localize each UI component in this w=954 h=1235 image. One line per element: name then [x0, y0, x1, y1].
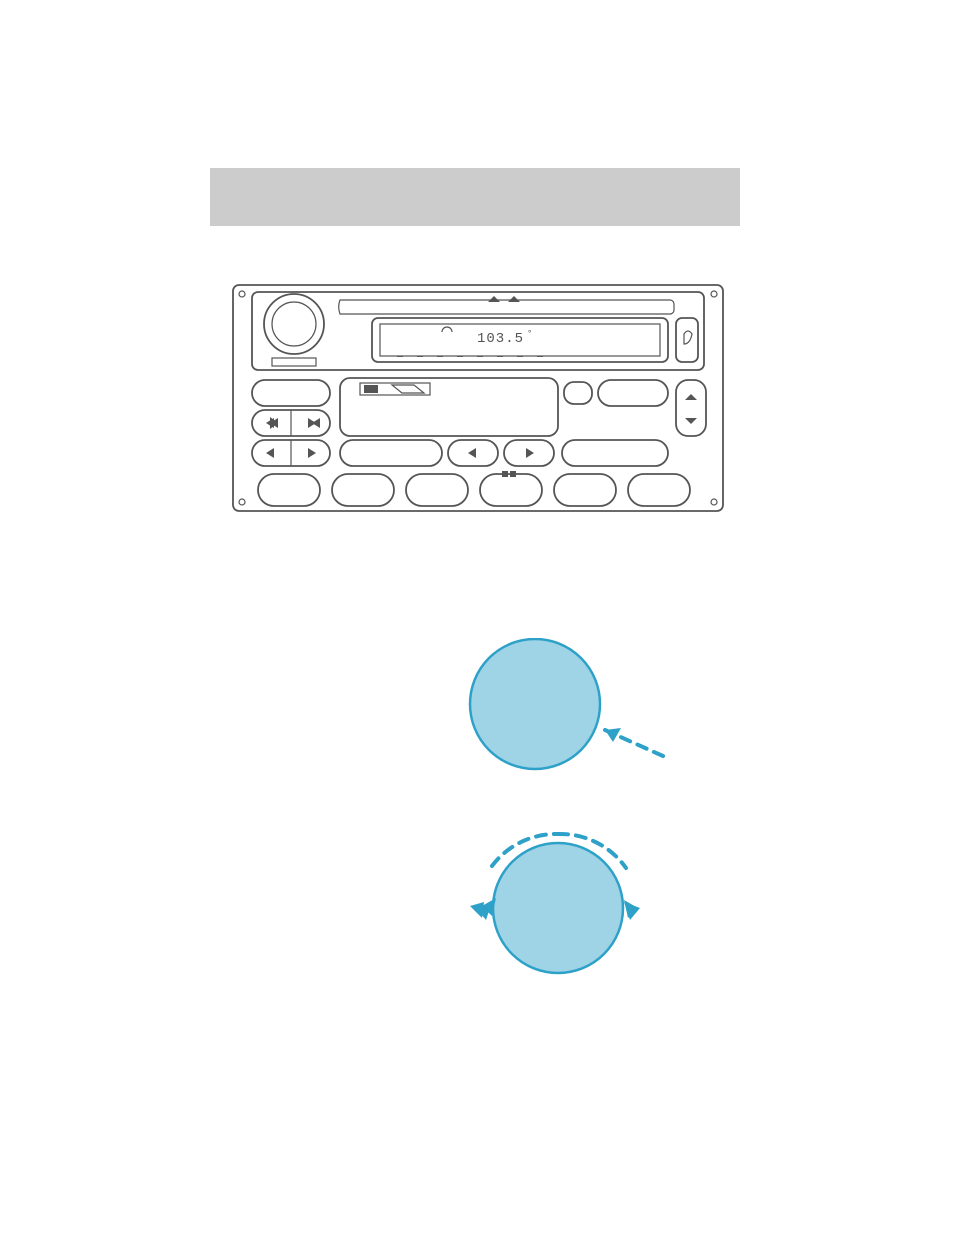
- volume-knob-turn-diagram: [438, 826, 676, 976]
- lcd-frequency: 103.5: [477, 331, 524, 347]
- volume-knob-push-diagram: [445, 638, 675, 778]
- lcd-symbol: °: [527, 329, 533, 339]
- section-header-bar: [210, 168, 740, 226]
- manual-page: 103.5 ° _ _ _ _ _ _ _ _: [0, 0, 954, 1235]
- car-stereo-diagram: 103.5 ° _ _ _ _ _ _ _ _: [232, 284, 724, 512]
- lcd-dashes: _ _ _ _ _ _ _ _: [396, 349, 547, 360]
